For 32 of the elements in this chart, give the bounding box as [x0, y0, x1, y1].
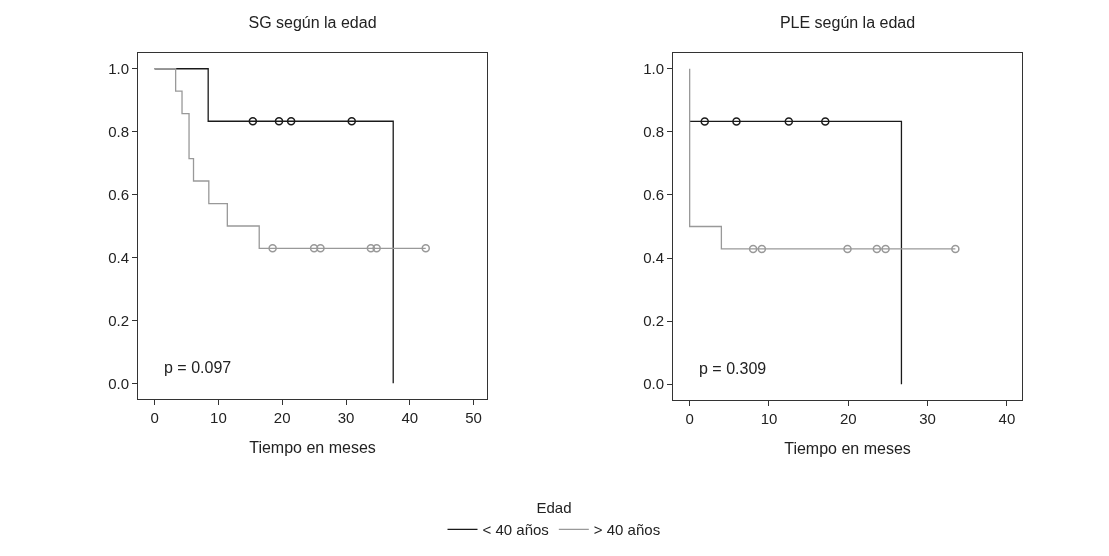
x-tick-label: 10 — [760, 410, 778, 427]
x-tick-label: 40 — [998, 410, 1016, 427]
annotation: p = 0.309 — [699, 360, 767, 377]
x-tick-label: 50 — [465, 409, 482, 426]
y-tick-label: 0.6 — [643, 186, 664, 204]
legend-label: > 40 años — [593, 521, 661, 539]
x-tick-label: 20 — [839, 410, 857, 427]
y-tick-label: 0.2 — [108, 311, 129, 329]
y-tick-label: 0.6 — [108, 185, 129, 203]
y-tick-label: 0.4 — [643, 249, 664, 267]
legend-title: Edad — [536, 499, 572, 517]
x-axis-title: Tiempo en meses — [784, 439, 911, 457]
y-tick-label: 0.8 — [643, 123, 664, 141]
y-tick-label: 0.0 — [108, 374, 129, 392]
chart-title: PLE según la edad — [779, 13, 916, 31]
y-tick-label: 0.2 — [643, 312, 664, 330]
y-tick-label: 0.0 — [643, 375, 664, 393]
chart-title: SG según la edad — [248, 13, 377, 31]
x-tick-label: 0 — [685, 410, 694, 427]
y-tick-label: 0.8 — [108, 122, 129, 140]
x-tick-label: 20 — [273, 409, 291, 426]
y-tick-label: 0.4 — [108, 248, 129, 266]
x-axis-title: Tiempo en meses — [249, 438, 376, 456]
x-tick-label: 40 — [401, 409, 419, 426]
y-tick-label: 1.0 — [108, 59, 129, 77]
legend-label: < 40 años — [482, 521, 549, 539]
annotation: p = 0.097 — [164, 359, 232, 376]
x-tick-label: 0 — [150, 409, 159, 426]
x-tick-label: 10 — [210, 409, 227, 426]
y-tick-label: 1.0 — [643, 60, 664, 78]
x-tick-label: 30 — [337, 409, 355, 426]
x-tick-label: 30 — [919, 410, 936, 427]
